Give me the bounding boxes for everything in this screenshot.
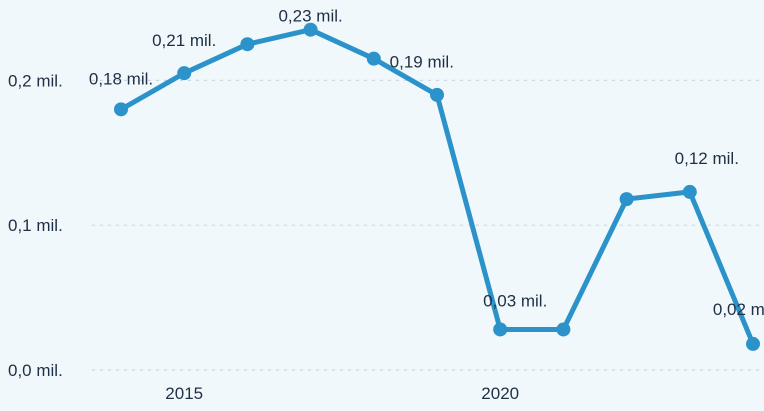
data-point	[430, 87, 444, 102]
data-point	[303, 22, 318, 37]
data-labels: 0,18 mil. 0,21 mil. 0,23 mil. 0,19 mil. 0,03…	[89, 7, 764, 319]
data-label: 0,12 mil.	[675, 149, 739, 168]
data-label: 0,19 mil.	[390, 53, 454, 72]
data-point	[366, 51, 381, 66]
data-label: 0,21 mil.	[152, 31, 216, 50]
series-line	[118, 27, 756, 347]
x-axis-tick-labels: 2015 2020	[165, 384, 519, 403]
y-axis-tick-labels: 0,0 mil. 0,1 mil. 0,2 mil.	[8, 71, 63, 380]
data-point	[746, 336, 760, 351]
data-point	[556, 322, 571, 337]
y-tick-label: 0,2 mil.	[8, 71, 63, 90]
data-point	[493, 322, 508, 337]
y-tick-label: 0,0 mil.	[8, 361, 63, 380]
y-tick-label: 0,1 mil.	[8, 216, 63, 235]
x-tick-label: 2015	[165, 384, 203, 403]
x-tick-label: 2020	[481, 384, 519, 403]
data-point	[619, 192, 634, 207]
data-points	[114, 22, 760, 351]
data-label: 0,02 mil.	[713, 300, 764, 319]
gridlines	[92, 79, 764, 371]
data-point	[682, 184, 697, 199]
data-label: 0,23 mil.	[278, 7, 342, 26]
data-point	[177, 66, 192, 81]
data-label: 0,03 mil.	[483, 291, 547, 310]
data-point	[240, 37, 255, 52]
data-point	[114, 102, 128, 117]
data-label: 0,18 mil.	[89, 69, 153, 88]
